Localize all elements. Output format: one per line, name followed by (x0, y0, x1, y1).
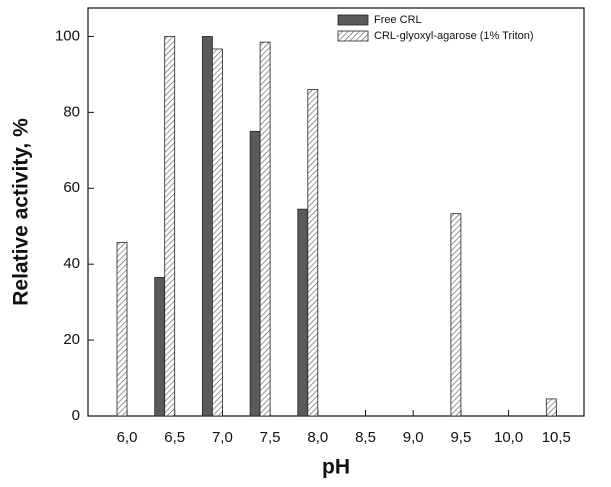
legend-swatch (337, 14, 369, 26)
bar (154, 277, 166, 417)
bar (259, 41, 271, 417)
y-tick-label: 80 (63, 103, 80, 120)
legend-swatch (337, 30, 369, 42)
y-tick-label: 0 (72, 407, 80, 424)
y-axis-title: Relative activity, % (10, 118, 33, 306)
bar (116, 242, 128, 417)
legend-label: CRL-glyoxyl-agarose (1% Triton) (374, 30, 534, 42)
x-axis-title: pH (322, 456, 350, 479)
y-tick-label: 60 (63, 179, 80, 196)
bar (297, 208, 309, 417)
bar (545, 398, 557, 417)
y-tick-label: 20 (63, 331, 80, 348)
bar (249, 130, 261, 417)
bar (211, 48, 223, 417)
bar (201, 36, 213, 417)
plot-frame (87, 7, 585, 417)
x-tick-label: 9,0 (403, 429, 424, 446)
x-tick-label: 9,5 (450, 429, 471, 446)
y-tick-label: 100 (55, 27, 80, 44)
x-tick-label: 7,0 (212, 429, 233, 446)
bar (307, 89, 319, 417)
x-tick-label: 6,5 (164, 429, 185, 446)
x-tick-label: 10,5 (542, 429, 571, 446)
x-tick-label: 8,5 (355, 429, 376, 446)
legend-label: Free CRL (374, 14, 422, 26)
x-tick-label: 8,0 (307, 429, 328, 446)
x-tick-label: 7,5 (260, 429, 281, 446)
y-tick-label: 40 (63, 255, 80, 272)
bar (164, 36, 176, 417)
bar (450, 213, 462, 417)
x-tick-label: 10,0 (494, 429, 523, 446)
x-tick-label: 6,0 (117, 429, 138, 446)
